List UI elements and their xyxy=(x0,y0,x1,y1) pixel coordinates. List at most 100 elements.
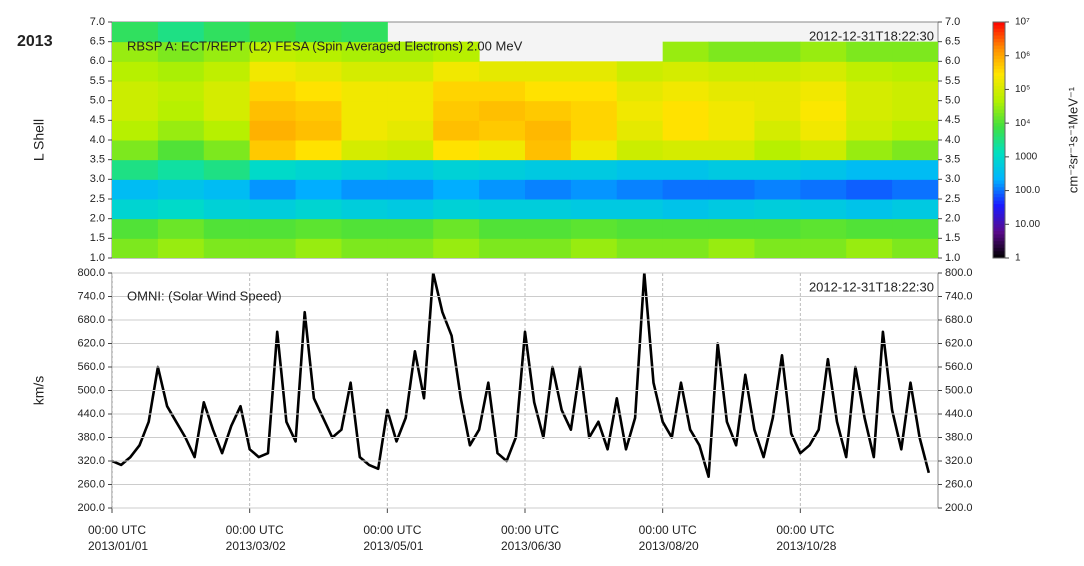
heat-cell xyxy=(387,179,434,200)
colorbar-swatch xyxy=(993,227,1005,232)
colorbar-swatch xyxy=(993,190,1005,195)
panel-title: OMNI: (Solar Wind Speed) xyxy=(127,288,282,303)
x-tick-label: 00:00 UTC 2013/08/20 xyxy=(638,523,699,553)
heat-cell xyxy=(525,140,572,161)
heat-cell xyxy=(846,140,893,161)
heat-cell xyxy=(341,238,388,258)
heat-cell xyxy=(570,199,618,220)
heat-cell xyxy=(479,238,526,258)
y-tick-label: 1.5 xyxy=(90,232,105,244)
colorbar-swatch xyxy=(993,241,1005,246)
colorbar-swatch xyxy=(993,247,1005,252)
heat-cell xyxy=(708,218,755,239)
heat-cell xyxy=(846,199,893,220)
heat-cell xyxy=(570,120,618,141)
heat-cell xyxy=(249,218,297,239)
heat-cell xyxy=(112,238,159,258)
heat-cell xyxy=(754,179,801,200)
heat-cell xyxy=(708,61,755,82)
heat-cell xyxy=(616,61,664,82)
colorbar-swatch xyxy=(993,89,1005,94)
colorbar-swatch xyxy=(993,119,1005,124)
y-tick-label-right: 680.0 xyxy=(945,314,973,326)
y-tick-label: 260.0 xyxy=(77,478,105,490)
heat-cell xyxy=(387,41,434,62)
colorbar-swatch xyxy=(993,96,1005,101)
heat-cell xyxy=(157,61,205,82)
heat-cell xyxy=(249,61,297,82)
heat-cell xyxy=(157,218,205,239)
colorbar-swatch xyxy=(993,65,1005,70)
heat-cell xyxy=(249,140,297,161)
y-tick-label-right: 740.0 xyxy=(945,290,973,302)
y-tick-label: 4.0 xyxy=(90,134,105,146)
heat-cell xyxy=(708,238,755,258)
heat-cell xyxy=(112,22,159,43)
heat-cell xyxy=(112,199,159,220)
colorbar-swatch xyxy=(993,99,1005,104)
heat-cell xyxy=(295,120,342,141)
heat-cell xyxy=(846,159,893,180)
y-tick-label: 3.0 xyxy=(90,173,105,185)
colorbar-swatch xyxy=(993,231,1005,235)
colorbar-swatch xyxy=(993,38,1005,43)
heat-cell xyxy=(616,100,664,121)
heat-cell xyxy=(800,218,847,239)
heat-cell xyxy=(570,61,618,82)
heat-cell xyxy=(800,179,847,200)
heat-cell xyxy=(892,41,938,62)
y-tick-label-right: 1.5 xyxy=(945,232,960,244)
heat-cell xyxy=(708,159,755,180)
heat-cell xyxy=(112,81,159,102)
colorbar-swatch xyxy=(993,102,1005,107)
colorbar-swatch xyxy=(993,177,1005,181)
heat-cell xyxy=(479,218,526,239)
heat-cell xyxy=(341,218,388,239)
heat-cell xyxy=(249,41,297,62)
colorbar-swatch xyxy=(993,52,1005,57)
y-axis-title: km/s xyxy=(31,376,47,406)
y-tick-label-right: 260.0 xyxy=(945,478,973,490)
colorbar-swatch xyxy=(993,82,1005,87)
heat-cell xyxy=(341,140,388,161)
heat-cell xyxy=(387,199,434,220)
heat-cell xyxy=(157,179,205,200)
heat-cell xyxy=(112,140,159,161)
y-tick-label-right: 6.0 xyxy=(945,55,960,67)
heat-cell xyxy=(157,199,205,220)
heat-cell xyxy=(800,199,847,220)
heat-cell xyxy=(800,159,847,180)
heat-cell xyxy=(616,179,664,200)
y-tick-label-right: 800.0 xyxy=(945,267,973,279)
heat-cell xyxy=(249,22,297,43)
heat-cell xyxy=(754,120,801,141)
heat-cell xyxy=(754,81,801,102)
heat-cell xyxy=(203,41,251,62)
colorbar-swatch xyxy=(993,187,1005,192)
heat-cell xyxy=(754,100,801,121)
heat-cell xyxy=(433,218,480,239)
heat-cell xyxy=(295,238,342,258)
heat-cell xyxy=(800,100,847,121)
heat-cell xyxy=(570,100,618,121)
colorbar-swatch xyxy=(993,86,1005,90)
heat-cell xyxy=(295,218,342,239)
heat-cell xyxy=(892,140,938,161)
y-tick-label-right: 320.0 xyxy=(945,455,973,467)
colorbar-swatch xyxy=(993,75,1005,80)
y-tick-label: 6.0 xyxy=(90,55,105,67)
heat-cell xyxy=(341,22,388,43)
x-tick-label: 00:00 UTC 2013/03/02 xyxy=(225,523,286,553)
heat-cell xyxy=(525,61,572,82)
heat-cell xyxy=(433,81,480,102)
y-tick-label-right: 4.0 xyxy=(945,134,960,146)
colorbar-tick-label: 100.0 xyxy=(1015,185,1040,196)
heat-cell xyxy=(754,238,801,258)
heat-cell xyxy=(387,140,434,161)
heat-cell xyxy=(433,159,480,180)
heat-cell xyxy=(616,218,664,239)
y-tick-label-right: 380.0 xyxy=(945,431,973,443)
heat-cell xyxy=(754,140,801,161)
heat-cell xyxy=(846,120,893,141)
heat-cell xyxy=(341,41,388,62)
